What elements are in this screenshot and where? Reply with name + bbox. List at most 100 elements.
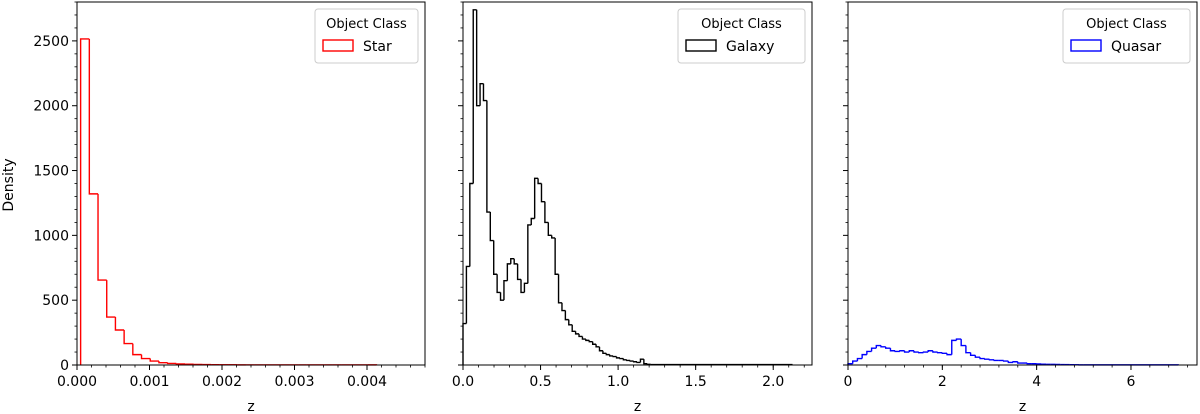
galaxy-hist-bin <box>516 263 522 281</box>
galaxy-hist-bin <box>619 357 624 360</box>
star-y-tick-label: 1500 <box>33 164 69 180</box>
star-hist-bin <box>106 280 116 318</box>
galaxy-hist-bin <box>643 359 648 365</box>
quasar-hist-bin <box>885 346 891 349</box>
star-hist-bin <box>123 329 133 345</box>
star-legend-box <box>314 8 419 64</box>
galaxy-hist-bin <box>571 324 576 332</box>
galaxy-hist-bin <box>595 344 600 348</box>
star-histogram <box>79 38 378 366</box>
galaxy-hist-bin <box>533 177 539 219</box>
quasar-hist-bin <box>951 339 957 355</box>
star-y-tick-label: 2000 <box>33 99 69 115</box>
star-hist-bin <box>149 358 159 362</box>
star-hist-bin <box>140 354 151 360</box>
quasar-x-axis-label: z <box>1019 399 1026 414</box>
galaxy-hist-bin <box>629 360 634 362</box>
quasar-hist-bin <box>908 350 915 353</box>
quasar-hist-bin <box>1017 361 1023 364</box>
quasar-hist-bin <box>903 350 910 353</box>
star-legend: Object Class Star <box>314 8 419 64</box>
galaxy-x-tick-label: 1.0 <box>607 374 629 390</box>
galaxy-hist-bin <box>585 339 590 342</box>
star-panel: 0.000 0.001 0.002 0.003 0.004 0 500 1000 1500 20… <box>33 1 426 414</box>
galaxy-hist-bin <box>588 340 593 343</box>
star-hist-bin <box>158 361 168 364</box>
quasar-x-tick-label: 6 <box>1127 374 1136 390</box>
galaxy-hist-bin <box>632 361 638 363</box>
galaxy-hist-bin <box>609 354 614 357</box>
quasar-hist-bin <box>988 359 995 361</box>
quasar-hist-bin <box>993 359 999 362</box>
galaxy-x-tick-label: 2.0 <box>762 374 784 390</box>
quasar-x-ticks: 0 2 4 6 <box>844 365 1188 390</box>
galaxy-hist-bin <box>557 274 562 304</box>
galaxy-hist-bin <box>561 302 566 312</box>
star-y-tick-label: 2500 <box>33 34 69 50</box>
quasar-hist-bin <box>936 351 943 354</box>
galaxy-hist-bin <box>469 182 474 267</box>
quasar-y-ticks <box>843 1 848 366</box>
galaxy-hist-bin <box>510 257 515 264</box>
galaxy-hist-bin <box>493 240 498 275</box>
galaxy-hist-bin <box>499 292 504 301</box>
quasar-hist-bin <box>1007 361 1014 364</box>
star-x-tick-label: 0.002 <box>202 374 242 390</box>
galaxy-hist-bin <box>554 237 559 275</box>
galaxy-hist-bin <box>615 356 620 359</box>
quasar-hist-bin <box>870 347 877 352</box>
galaxy-hist-bin <box>486 100 491 213</box>
quasar-hist-bin <box>955 338 962 341</box>
quasar-hist-bin <box>960 339 966 347</box>
quasar-x-tick-label: 2 <box>938 374 947 390</box>
galaxy-x-tick-label: 0.0 <box>452 374 474 390</box>
quasar-hist-bin <box>1012 361 1018 363</box>
star-x-tick-label: 0.000 <box>57 374 97 390</box>
quasar-hist-bin <box>894 350 900 353</box>
star-x-tick-label: 0.004 <box>347 374 387 390</box>
star-y-ticks: 0 500 1000 1500 2000 2500 <box>33 1 77 374</box>
galaxy-hist-bin <box>475 9 481 107</box>
star-legend-swatch <box>322 39 354 52</box>
galaxy-hist-bin <box>544 201 549 224</box>
quasar-hist-bin <box>974 355 981 358</box>
quasar-hist-bin <box>979 357 985 360</box>
galaxy-hist-bin <box>503 280 508 301</box>
galaxy-hist-bin <box>591 341 597 345</box>
star-hist-bin <box>175 363 186 365</box>
quasar-hist-bin <box>866 350 872 355</box>
star-x-tick-label: 0.001 <box>129 374 169 390</box>
galaxy-hist-bin <box>639 358 644 363</box>
galaxy-hist-bin <box>527 224 532 284</box>
quasar-hist-bin <box>856 357 863 362</box>
quasar-hist-bin <box>1002 360 1009 362</box>
quasar-hist-bin <box>852 360 858 364</box>
quasar-hist-bin <box>889 348 896 352</box>
star-x-axis-label: z <box>247 399 254 414</box>
quasar-hist-bin <box>880 345 886 348</box>
galaxy-hist-bin <box>568 319 573 326</box>
quasar-hist-bin <box>946 353 952 356</box>
quasar-legend: Object Class Quasar <box>1062 8 1191 64</box>
quasar-hist-bin <box>941 352 948 355</box>
quasar-panel: 0 2 4 6 z Object Class Quasar <box>843 1 1198 414</box>
quasar-histogram <box>847 338 1179 366</box>
quasar-legend-label: Quasar <box>1111 39 1161 55</box>
galaxy-hist-bin <box>513 258 518 265</box>
star-legend-label: Star <box>363 39 392 55</box>
galaxy-hist-bin <box>564 310 569 321</box>
galaxy-hist-bin <box>489 212 494 242</box>
galaxy-hist-bin <box>574 331 580 335</box>
quasar-legend-swatch <box>1070 39 1102 52</box>
star-x-tick-label: 0.003 <box>274 374 314 390</box>
quasar-hist-bin <box>861 353 867 359</box>
galaxy-hist-bin <box>578 333 583 338</box>
quasar-hist-bin <box>875 344 882 349</box>
galaxy-hist-bin <box>622 358 627 361</box>
galaxy-legend-swatch <box>685 39 717 52</box>
galaxy-hist-bin <box>540 183 545 203</box>
galaxy-hist-bin <box>462 322 467 365</box>
quasar-hist-bin <box>984 358 990 360</box>
star-y-tick-label: 0 <box>60 358 69 374</box>
